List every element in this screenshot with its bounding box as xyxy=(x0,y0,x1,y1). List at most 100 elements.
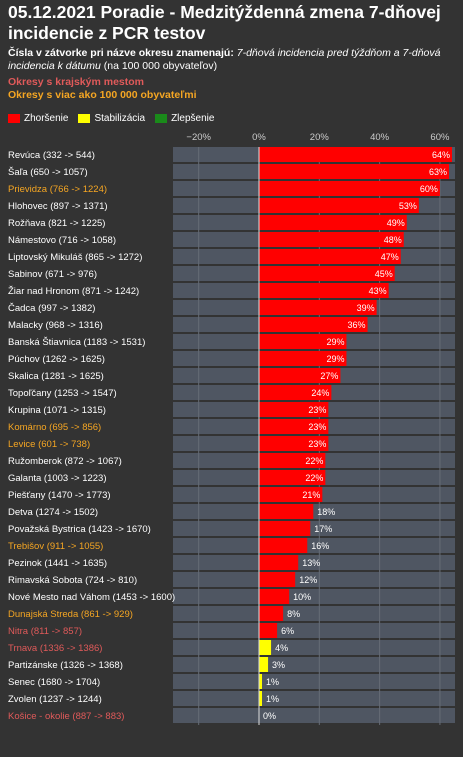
bar xyxy=(259,368,341,383)
district-label: Senec (1680 -> 1704) xyxy=(8,677,100,688)
value-label: 22% xyxy=(305,456,323,466)
bar xyxy=(259,538,308,553)
value-label: 63% xyxy=(429,167,447,177)
value-label: 23% xyxy=(308,405,326,415)
district-label: Liptovský Mikuláš (865 -> 1272) xyxy=(8,252,142,263)
bar-track xyxy=(173,606,455,621)
value-label: 53% xyxy=(399,201,417,211)
x-tick-label: −20% xyxy=(186,132,211,143)
value-label: 29% xyxy=(326,337,344,347)
bar xyxy=(259,317,368,332)
bar xyxy=(259,436,329,451)
bar xyxy=(259,487,323,502)
legend-item-stable[interactable]: Stabilizácia xyxy=(78,113,145,124)
note-large-districts: Okresy s viac ako 100 000 obyvateľmi xyxy=(8,89,197,101)
value-label: 12% xyxy=(299,575,317,585)
district-label: Rimavská Sobota (724 -> 810) xyxy=(8,575,137,586)
bar xyxy=(259,402,329,417)
bar xyxy=(259,266,395,281)
bar xyxy=(259,334,347,349)
district-label: Malacky (968 -> 1316) xyxy=(8,320,103,331)
legend: Zhoršenie Stabilizácia Zlepšenie xyxy=(8,113,224,124)
bar xyxy=(259,385,332,400)
value-label: 60% xyxy=(420,184,438,194)
legend-label-better: Zlepšenie xyxy=(171,113,215,124)
bar-track xyxy=(173,623,455,638)
legend-label-stable: Stabilizácia xyxy=(94,113,146,124)
bar xyxy=(259,181,440,196)
district-label: Trnava (1336 -> 1386) xyxy=(8,643,102,654)
district-label: Prievidza (766 -> 1224) xyxy=(8,184,107,195)
bar xyxy=(259,470,326,485)
subtitle-italic: 7-dňová incidencia pred týždňom a 7-dňov… xyxy=(8,47,441,72)
district-label: Nitra (811 -> 857) xyxy=(8,626,82,637)
subtitle-rest: (na 100 000 obyvateľov) xyxy=(100,60,218,72)
legend-label-worse: Zhoršenie xyxy=(24,113,69,124)
legend-item-worse[interactable]: Zhoršenie xyxy=(8,113,68,124)
bar xyxy=(259,300,377,315)
value-label: 6% xyxy=(281,626,294,636)
value-label: 23% xyxy=(308,439,326,449)
value-label: 13% xyxy=(302,558,320,568)
bar xyxy=(259,283,389,298)
district-label: Galanta (1003 -> 1223) xyxy=(8,473,107,484)
district-label: Topoľčany (1253 -> 1547) xyxy=(8,388,117,399)
bar xyxy=(259,555,299,570)
value-label: 39% xyxy=(357,303,375,313)
bar xyxy=(259,640,272,655)
value-label: 29% xyxy=(326,354,344,364)
district-label: Hlohovec (897 -> 1371) xyxy=(8,201,108,212)
district-label: Komárno (695 -> 856) xyxy=(8,422,101,433)
bar xyxy=(259,606,284,621)
bar xyxy=(259,232,404,247)
district-label: Čadca (997 -> 1382) xyxy=(8,303,95,314)
value-label: 27% xyxy=(320,371,338,381)
value-label: 23% xyxy=(308,422,326,432)
value-label: 10% xyxy=(293,592,311,602)
bar xyxy=(259,249,401,264)
value-label: 43% xyxy=(369,286,387,296)
chart-subtitle: Čísla v zátvorke pri názve okresu znamen… xyxy=(8,47,458,73)
value-label: 45% xyxy=(375,269,393,279)
district-label: Skalica (1281 -> 1625) xyxy=(8,371,104,382)
value-label: 1% xyxy=(266,694,279,704)
bar-track xyxy=(173,708,455,723)
bar xyxy=(259,147,452,162)
value-label: 24% xyxy=(311,388,329,398)
legend-item-better[interactable]: Zlepšenie xyxy=(155,113,214,124)
bar xyxy=(259,572,296,587)
district-label: Dunajská Streda (861 -> 929) xyxy=(8,609,133,620)
bar xyxy=(259,164,449,179)
bar xyxy=(259,419,329,434)
value-label: 22% xyxy=(305,473,323,483)
bar xyxy=(259,691,263,706)
bar xyxy=(259,198,419,213)
district-label: Púchov (1262 -> 1625) xyxy=(8,354,105,365)
district-label: Trebišov (911 -> 1055) xyxy=(8,541,103,552)
x-tick-label: 20% xyxy=(310,132,330,143)
district-label: Pezinok (1441 -> 1635) xyxy=(8,558,107,569)
district-label: Košice - okolie (887 -> 883) xyxy=(8,711,124,722)
district-label: Detva (1274 -> 1502) xyxy=(8,507,98,518)
note-regional-districts: Okresy s krajským mestom xyxy=(8,76,145,88)
bar-track xyxy=(173,572,455,587)
bar-track xyxy=(173,674,455,689)
subtitle-bold: Čísla v zátvorke pri názve okresu znamen… xyxy=(8,47,234,59)
value-label: 64% xyxy=(432,150,450,160)
district-label: Banská Štiavnica (1183 -> 1531) xyxy=(8,337,145,348)
district-label: Piešťany (1470 -> 1773) xyxy=(8,490,111,501)
bar-track xyxy=(173,521,455,536)
value-label: 17% xyxy=(314,524,332,534)
x-tick-label: 60% xyxy=(430,132,450,143)
district-label: Revúca (332 -> 544) xyxy=(8,150,95,161)
district-label: Nové Mesto nad Váhom (1453 -> 1600) xyxy=(8,592,175,603)
district-label: Považská Bystrica (1423 -> 1670) xyxy=(8,524,151,535)
legend-swatch-stable xyxy=(78,114,91,123)
value-label: 47% xyxy=(381,252,399,262)
bar-track xyxy=(173,589,455,604)
x-tick-label: 0% xyxy=(252,132,266,143)
chart-title: 05.12.2021 Poradie - Medzitýždenná zmena… xyxy=(8,2,441,43)
district-label: Zvolen (1237 -> 1244) xyxy=(8,694,102,705)
district-label: Námestovo (716 -> 1058) xyxy=(8,235,116,246)
value-label: 21% xyxy=(302,490,320,500)
